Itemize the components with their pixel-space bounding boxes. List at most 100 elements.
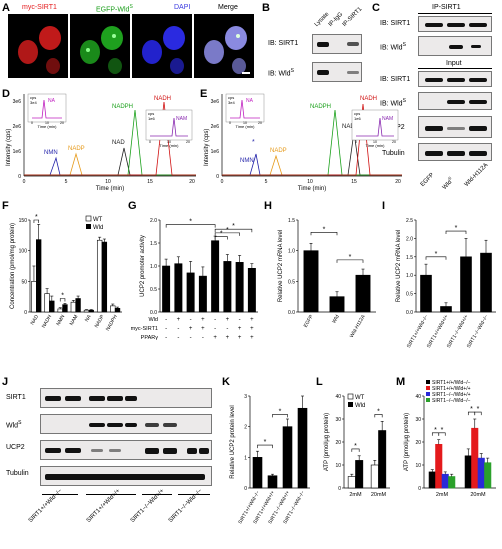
- l-ylabel: ATP (pmol/μg protein): [324, 413, 330, 471]
- j-row-wld: WldS: [6, 420, 22, 430]
- i-bar: [480, 252, 492, 313]
- e-xtick-2: 10: [307, 179, 313, 185]
- panel-letter-i: I: [382, 200, 386, 212]
- l-ytick-label: 0: [338, 486, 341, 492]
- f-bar-wt: [70, 301, 77, 313]
- f-bar-wld: [75, 298, 81, 313]
- micrograph-myc-sirt1: [8, 14, 68, 78]
- m-sig-star: *: [441, 427, 444, 434]
- m-sig-bracket: [474, 411, 482, 416]
- g-bar: [162, 265, 171, 313]
- g-row-sign: -: [190, 335, 192, 341]
- e-peak-nad: NAD: [342, 124, 355, 130]
- i-ytick-label: 1.0: [406, 273, 413, 279]
- row-c-ib-wld: IB: WldS: [380, 42, 406, 52]
- g-row-sign: +: [213, 335, 217, 341]
- l-ytick-label: 20: [335, 440, 341, 446]
- col-lysate: Lysate: [313, 11, 331, 29]
- blot-j-ucp2: [40, 440, 212, 460]
- i-sig-bracket: [445, 230, 467, 235]
- m-bar-series-2: [441, 473, 449, 489]
- h-xtick-label: Wld: [331, 314, 341, 325]
- row-c-ib-sirt1: IB: SIRT1: [380, 20, 411, 27]
- g-ytick-label: 1.0: [150, 264, 157, 270]
- g-ylabel: UCP2 promoter activity: [140, 235, 146, 297]
- e-ytick-1: 1e6: [211, 149, 220, 155]
- f-ytick-label: 150: [19, 218, 28, 224]
- micrograph-dapi: [132, 14, 192, 78]
- micrograph-merge: [194, 14, 254, 78]
- l-legend-wt-label: WT: [355, 395, 365, 401]
- i-ytick-label: 2.5: [406, 218, 413, 224]
- e-peak-nadh: NADH: [360, 96, 377, 102]
- d-inset1-peak: NA: [48, 98, 56, 104]
- m-sig-bracket: [438, 432, 446, 436]
- k-ytick-label: 3: [244, 394, 247, 400]
- g-row-sign: -: [226, 326, 228, 332]
- f-legend-wld-label: Wld: [93, 225, 103, 231]
- d-peak-nadp: NADP: [68, 146, 85, 152]
- f-bar-wt: [83, 309, 90, 313]
- blot-j-sirt1: [40, 388, 212, 408]
- panel-letter-g: G: [128, 200, 137, 212]
- g-row-sign: +: [238, 326, 242, 332]
- chart-f: Concentration (pmol/mg protein) 0 50 100 150…: [10, 214, 122, 332]
- g-row-sign: +: [250, 326, 254, 332]
- panel-letter-c: C: [372, 2, 380, 14]
- k-bar: [282, 426, 293, 489]
- g-sig-star: *: [189, 219, 192, 226]
- g-row-label: PPARγ: [141, 335, 159, 341]
- m-legend-swatch-0: [426, 380, 430, 384]
- f-bar-wt: [110, 305, 116, 313]
- e-inset2-xlabel: Time (min): [366, 143, 386, 148]
- d-xtick-1: 5: [65, 179, 68, 185]
- h-sig-bracket: [336, 259, 364, 263]
- i-sig-bracket: [425, 256, 447, 260]
- panel-letter-a: A: [2, 2, 10, 14]
- row-c-tubulin: Tubulin: [382, 150, 405, 157]
- l-ytick-label: 10: [335, 463, 341, 469]
- e-inset2-unit: cps: [354, 111, 360, 116]
- h-sig-bracket: [310, 231, 338, 236]
- d-inset1-scale: 3e4: [30, 100, 37, 105]
- i-ylabel: Relative UCP2 mRNA level: [396, 230, 402, 302]
- e-xtick-1: 5: [265, 179, 268, 185]
- d-inset1-unit: cps: [30, 95, 36, 100]
- l-legend-wld-label: Wld: [355, 403, 365, 409]
- f-sig-bracket: [59, 298, 66, 302]
- e-ylabel: Intensity (cps): [204, 129, 210, 166]
- f-bar-wld: [101, 241, 108, 313]
- g-row-sign: +: [201, 326, 205, 332]
- i-ytick-label: 0.0: [406, 310, 413, 316]
- k-sig-star: *: [279, 408, 282, 415]
- f-ylabel: Concentration (pmol/mg protein): [10, 223, 16, 309]
- g-row-label: Wld: [149, 317, 158, 323]
- k-sig-bracket: [272, 414, 288, 418]
- label-merge: Merge: [218, 4, 238, 11]
- k-ylabel: Relative UCP2 protein level: [230, 405, 236, 478]
- blot-c-tubulin: [418, 143, 492, 161]
- l-ytick-label: 30: [335, 417, 341, 423]
- g-row-sign: -: [190, 317, 192, 323]
- col-ip-igg: IP-IgG: [327, 11, 345, 28]
- d-xlabel: Time (min): [96, 186, 124, 192]
- e-ytick-0: 0: [216, 174, 219, 180]
- i-bar: [440, 306, 452, 313]
- k-bar: [267, 475, 278, 489]
- chart-l: ATP (pmol/μg protein) 0 10 20 30 40 * * 2mM 20mM W…: [324, 393, 390, 498]
- h-bar: [303, 250, 319, 313]
- h-ytick-label: 1.0: [288, 249, 295, 255]
- f-bar-wld: [36, 239, 42, 313]
- m-legend-swatch-3: [426, 398, 430, 402]
- h-sig-star: *: [349, 254, 352, 261]
- i-bar: [460, 256, 472, 313]
- g-row-sign: -: [214, 326, 216, 332]
- chart-g: UCP2 promoter activity 0.0 0.5 1.0 1.5 2.0 Wld…: [131, 218, 258, 341]
- g-row-sign: -: [239, 317, 241, 323]
- e-inset1-unit: cps: [228, 95, 234, 100]
- k-bar: [252, 457, 263, 489]
- j-row-ucp2: UCP2: [6, 444, 25, 451]
- m-bar-series-1: [471, 427, 479, 489]
- col-c-wld-h112a: Wld-H112A: [463, 162, 490, 188]
- e-ytick-2: 2e6: [211, 124, 220, 130]
